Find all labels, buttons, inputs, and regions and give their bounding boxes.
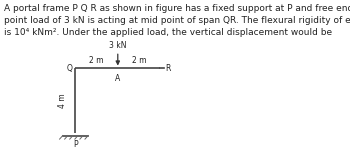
Text: 3 kN: 3 kN [109,41,127,50]
Text: R: R [166,64,171,73]
Text: 2 m: 2 m [89,56,104,65]
Text: A: A [115,74,120,83]
Text: P: P [73,140,78,149]
Text: 4 m: 4 m [58,93,67,108]
Text: A portal frame P Q R as shown in figure has a fixed support at P and free end at: A portal frame P Q R as shown in figure … [4,4,350,37]
Text: Q: Q [66,64,72,73]
Text: 2 m: 2 m [132,56,146,65]
